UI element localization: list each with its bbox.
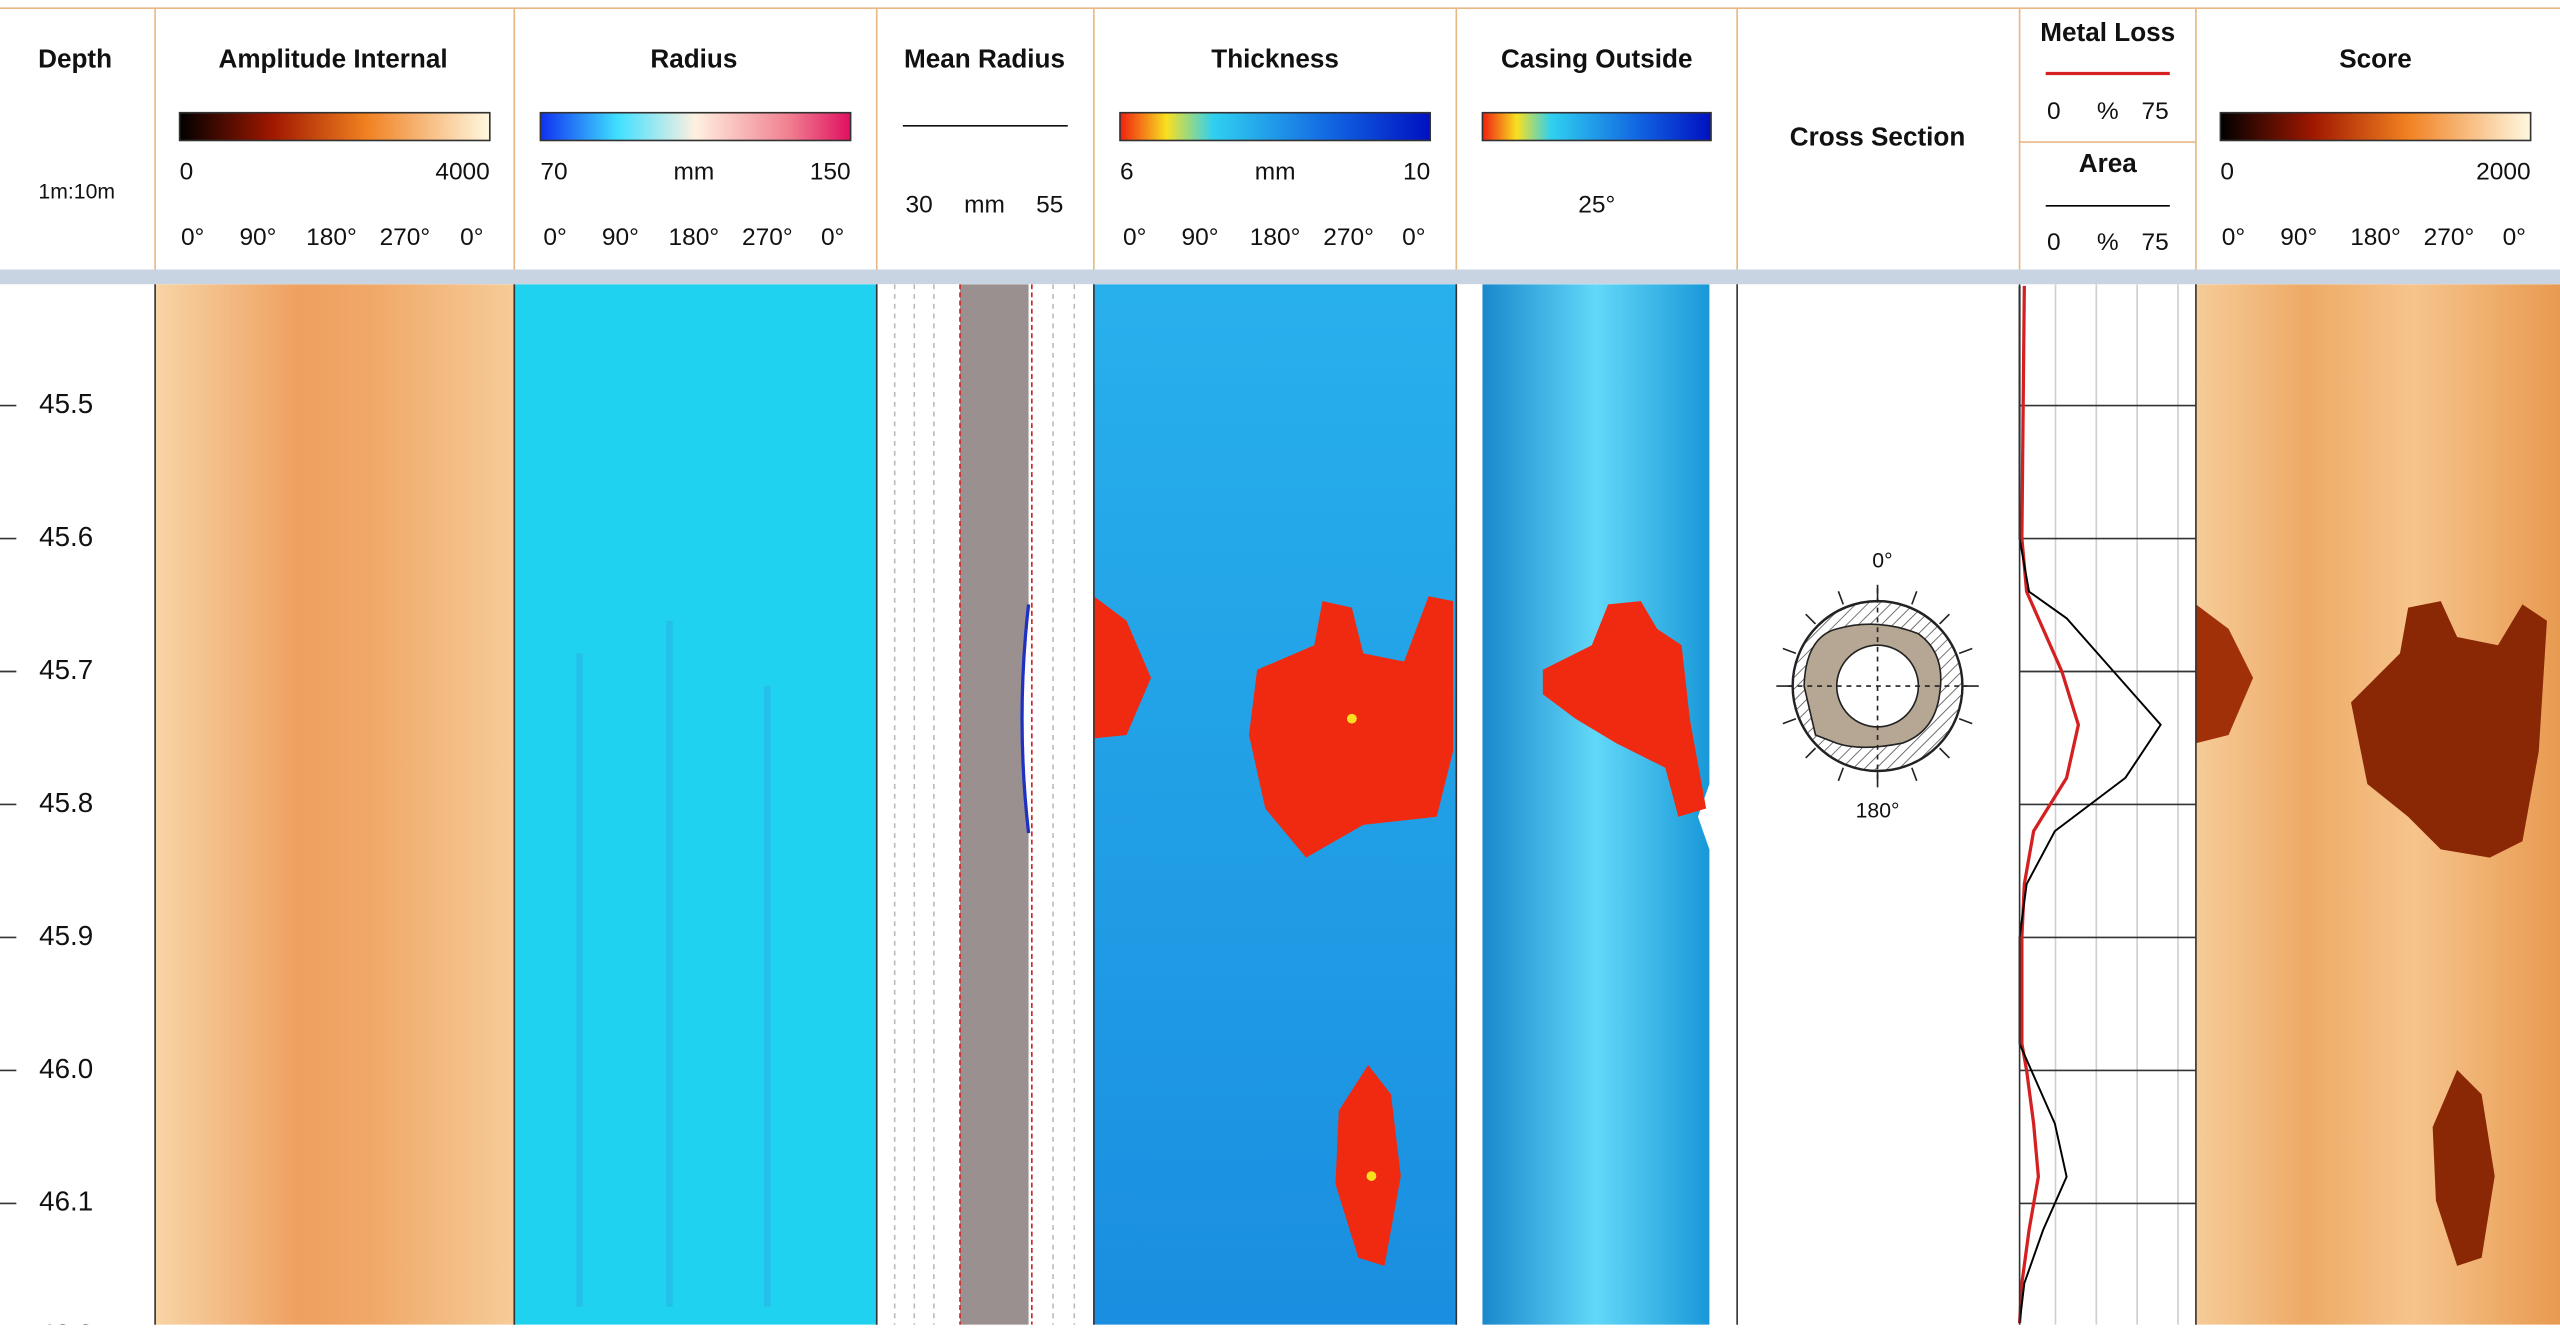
tracks: 0° 180° 45.4 45.5 45.6 45.7 45.8 45.9 46.0 46.1… xyxy=(0,255,2560,1328)
scale-min: 0 xyxy=(2047,98,2061,125)
scale-min: 30 xyxy=(906,191,933,218)
angle-label: 0° xyxy=(1402,224,1425,251)
angle-label: 0° xyxy=(821,224,844,251)
radius-image xyxy=(514,284,877,1325)
track-title: Casing Outside xyxy=(1501,43,1692,73)
angle-label: 270° xyxy=(1323,224,1374,251)
angle-label: 0° xyxy=(543,224,566,251)
angle-label: 180° xyxy=(669,224,720,251)
colorbar xyxy=(178,111,491,142)
angle-scales: 0° 90° 180° 270° 0° 0° 90° 180° 270° 0° 0° 90° 180° 2… xyxy=(181,224,2526,251)
angle-label: 180° xyxy=(2350,224,2401,251)
depth-tick-label: 45.9 xyxy=(39,920,93,951)
angle-label: 0° xyxy=(181,224,204,251)
angle-label: 0° xyxy=(2222,224,2245,251)
view-angle: 25° xyxy=(1578,191,1615,218)
depth-tick-label: 46.1 xyxy=(39,1186,93,1217)
track-title: Thickness xyxy=(1211,43,1339,73)
track-title: Area xyxy=(2079,148,2138,178)
angle-label: 90° xyxy=(239,224,276,251)
header-borders xyxy=(0,7,2560,270)
angle-label: 0° xyxy=(460,224,483,251)
scale-unit: mm xyxy=(673,159,714,186)
track-title: Amplitude Internal xyxy=(218,43,447,73)
colorbar xyxy=(539,111,852,142)
scale-max: 10 xyxy=(1403,159,1430,186)
angle-label: 90° xyxy=(602,224,639,251)
scale-unit: % xyxy=(2097,98,2119,125)
scale-max: 2000 xyxy=(2476,159,2530,186)
score-image xyxy=(2195,284,2560,1325)
track-title: Depth xyxy=(38,43,112,73)
depth-tick-label: 45.6 xyxy=(39,521,93,552)
cross-section: 0° 180° xyxy=(1776,550,1979,822)
angle-label: 270° xyxy=(742,224,793,251)
angle-label: 0° xyxy=(2503,224,2526,251)
scale-max: 55 xyxy=(1036,191,1063,218)
scale-min: 0 xyxy=(2047,229,2061,256)
scale-min: 0 xyxy=(180,159,194,186)
depth-tick-label: 45.4 xyxy=(39,255,93,286)
scale-unit: mm xyxy=(1255,159,1296,186)
angle-label: 180° xyxy=(1250,224,1301,251)
angle-label: 0° xyxy=(1123,224,1146,251)
scale-min: 6 xyxy=(1120,159,1134,186)
depth-scale: 1m:10m xyxy=(38,180,115,203)
radius-streaks xyxy=(576,620,771,1307)
colorbar xyxy=(1481,111,1712,142)
track-borders xyxy=(154,284,2197,1325)
angle-label: 90° xyxy=(1181,224,1218,251)
metal-loss-curve xyxy=(2017,285,2081,1324)
angle-label: 270° xyxy=(380,224,431,251)
scale-max: 75 xyxy=(2141,98,2168,125)
header-separator xyxy=(0,269,2560,285)
casing-image xyxy=(1482,284,1710,1325)
depth-tick-label: 46.2 xyxy=(39,1319,93,1328)
angle-label: 0° xyxy=(1872,550,1892,573)
amplitude-image xyxy=(155,284,515,1325)
track-title: Score xyxy=(2339,43,2412,73)
scale-max: 150 xyxy=(810,159,851,186)
scale-min: 0 xyxy=(2220,159,2234,186)
depth-axis: 45.4 45.5 45.6 45.7 45.8 45.9 46.0 46.1 46.2 xyxy=(0,255,2196,1328)
scale-unit: % xyxy=(2097,229,2119,256)
metal-loss-curves xyxy=(2017,285,2162,1324)
track-title: Radius xyxy=(650,43,737,73)
colorbar xyxy=(2219,111,2532,142)
angle-label: 180° xyxy=(1856,799,1900,822)
colorbar xyxy=(1119,111,1432,142)
depth-tick-label: 45.5 xyxy=(39,388,93,419)
mean-radius-image xyxy=(876,284,1094,1325)
depth-tick-label: 46.0 xyxy=(39,1053,93,1084)
depth-tick-label: 45.8 xyxy=(39,787,93,818)
track-title: Metal Loss xyxy=(2040,17,2175,47)
angle-label: 180° xyxy=(306,224,357,251)
scale-max: 4000 xyxy=(435,159,489,186)
depth-tick-label: 45.7 xyxy=(39,654,93,685)
track-title: Mean Radius xyxy=(904,43,1065,73)
scale-unit: mm xyxy=(964,191,1005,218)
angle-label: 90° xyxy=(2280,224,2317,251)
scale-min: 70 xyxy=(540,159,567,186)
metal-loss-curve xyxy=(2018,285,2162,1324)
track-title: Cross Section xyxy=(1790,122,1966,152)
scale-max: 75 xyxy=(2141,229,2168,256)
angle-label: 270° xyxy=(2424,224,2475,251)
thickness-image xyxy=(1093,284,1457,1325)
